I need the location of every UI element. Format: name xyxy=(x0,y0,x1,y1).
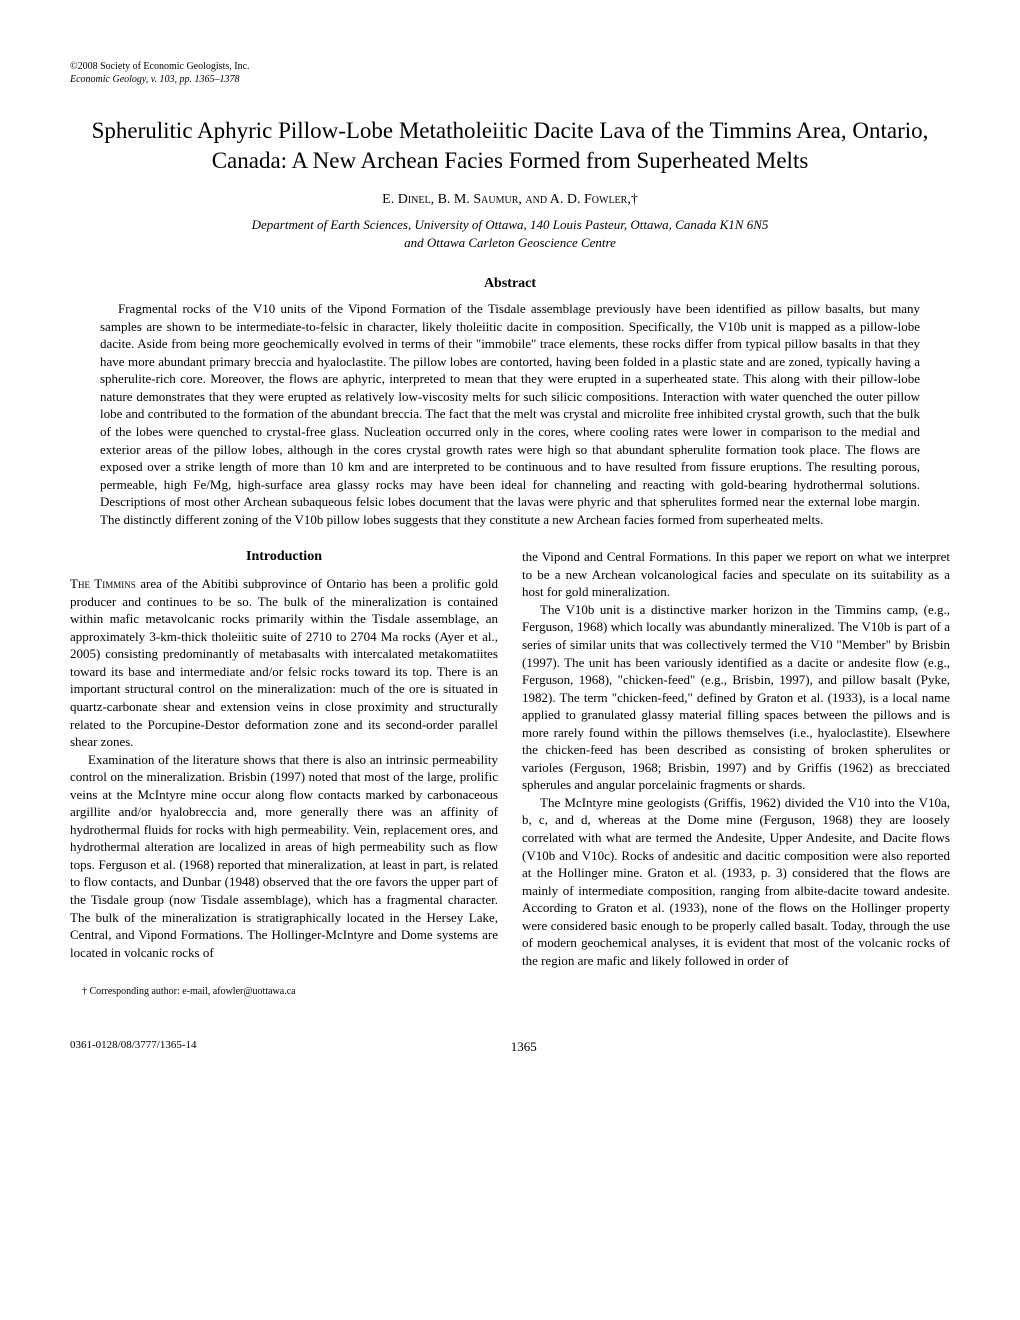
abstract-body: Fragmental rocks of the V10 units of the… xyxy=(100,300,920,528)
author-list: E. Dinel, B. M. Saumur, and A. D. Fowler… xyxy=(70,192,950,208)
intro-lead: The Timmins xyxy=(70,576,136,591)
affiliation-line1: Department of Earth Sciences, University… xyxy=(70,216,950,234)
page-number: 1365 xyxy=(511,1039,537,1055)
affiliation-line2: and Ottawa Carleton Geoscience Centre xyxy=(70,234,950,252)
footer-right-spacer xyxy=(851,1039,950,1055)
right-para-1: the Vipond and Central Formations. In th… xyxy=(522,548,950,601)
intro-para-1-rest: area of the Abitibi subprovince of Ontar… xyxy=(70,576,498,749)
main-columns: Introduction The Timmins area of the Abi… xyxy=(70,548,950,998)
author-affiliation: Department of Earth Sciences, University… xyxy=(70,216,950,252)
footer-left-code: 0361-0128/08/3777/1365-14 xyxy=(70,1039,197,1055)
intro-para-2: Examination of the literature shows that… xyxy=(70,751,498,962)
corresponding-author-footnote: † Corresponding author: e-mail, afowler@… xyxy=(70,985,498,999)
copyright-block: ©2008 Society of Economic Geologists, In… xyxy=(70,60,950,86)
copyright-line2-text: Economic Geology, v. 103, pp. 1365–1378 xyxy=(70,74,240,85)
right-column: the Vipond and Central Formations. In th… xyxy=(522,548,950,998)
intro-heading: Introduction xyxy=(70,548,498,567)
paper-title: Spherulitic Aphyric Pillow-Lobe Metathol… xyxy=(70,116,950,176)
copyright-line1: ©2008 Society of Economic Geologists, In… xyxy=(70,60,950,73)
abstract-heading: Abstract xyxy=(70,276,950,292)
left-column: Introduction The Timmins area of the Abi… xyxy=(70,548,498,998)
right-para-3: The McIntyre mine geologists (Griffis, 1… xyxy=(522,794,950,969)
page-footer: 0361-0128/08/3777/1365-14 1365 xyxy=(70,1039,950,1055)
copyright-line2: Economic Geology, v. 103, pp. 1365–1378 xyxy=(70,73,950,86)
intro-para-1: The Timmins area of the Abitibi subprovi… xyxy=(70,575,498,750)
right-para-2: The V10b unit is a distinctive marker ho… xyxy=(522,601,950,794)
